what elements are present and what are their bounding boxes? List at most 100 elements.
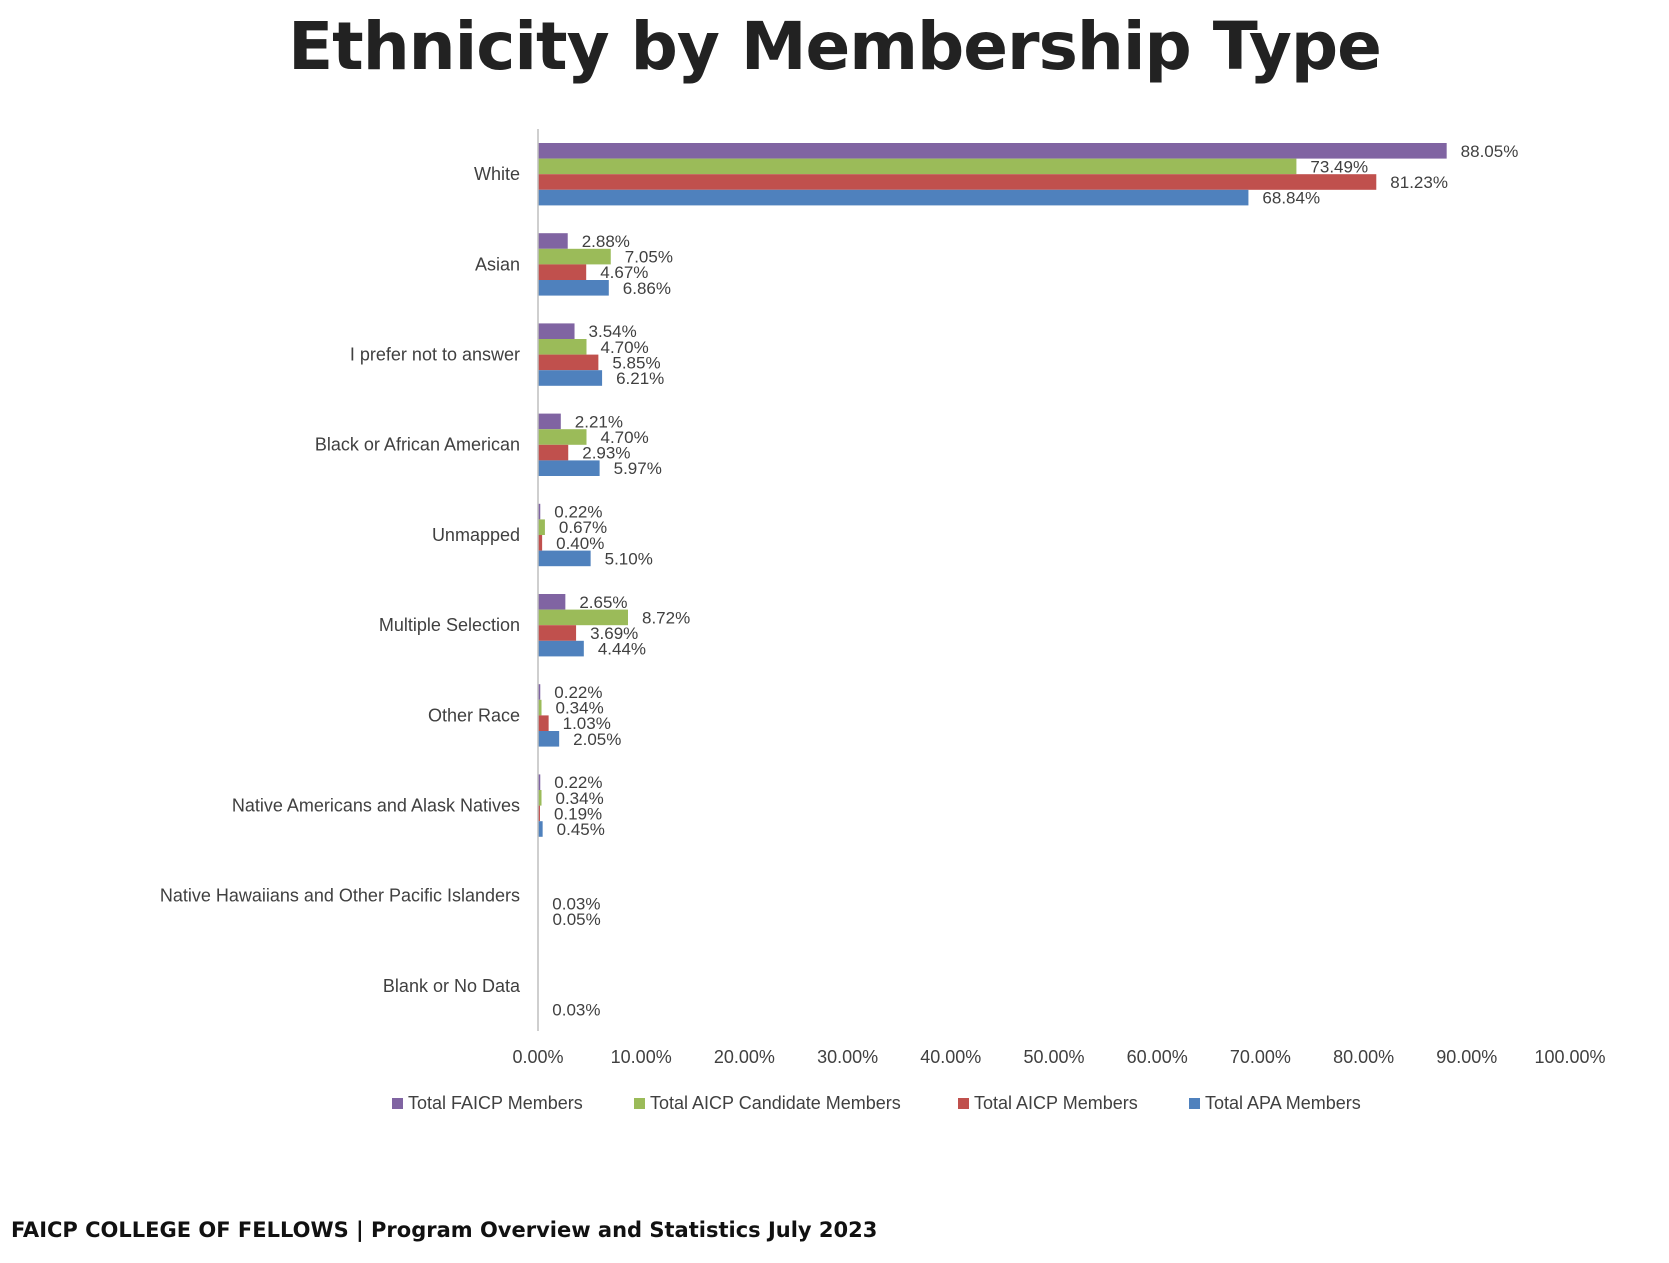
data-label: 0.22% bbox=[554, 683, 602, 702]
bar bbox=[538, 805, 540, 822]
bar bbox=[538, 339, 587, 355]
x-tick-label: 90.00% bbox=[1436, 1047, 1497, 1067]
x-tick-label: 50.00% bbox=[1023, 1047, 1084, 1067]
data-label: 68.84% bbox=[1262, 189, 1320, 208]
data-label: 0.40% bbox=[556, 534, 604, 553]
category-label: Asian bbox=[475, 254, 520, 274]
legend: Total FAICP Members Total AICP Candidate … bbox=[392, 1093, 1361, 1113]
bar bbox=[538, 248, 611, 265]
bar bbox=[538, 280, 609, 296]
category-label: Native Hawaiians and Other Pacific Islan… bbox=[160, 886, 520, 906]
data-label: 73.49% bbox=[1310, 157, 1368, 176]
data-label: 4.70% bbox=[601, 338, 649, 357]
category-labels: White Asian I prefer not to answer Black or… bbox=[160, 164, 521, 996]
legend-label: Total AICP Candidate Members bbox=[650, 1093, 901, 1113]
bar bbox=[538, 413, 561, 430]
x-tick-label: 80.00% bbox=[1333, 1047, 1394, 1067]
data-label: 88.05% bbox=[1461, 142, 1519, 161]
x-tick-label: 30.00% bbox=[817, 1047, 878, 1067]
data-label: 4.70% bbox=[601, 428, 649, 447]
data-label: 8.72% bbox=[642, 608, 690, 627]
data-label: 2.88% bbox=[582, 232, 630, 251]
bar bbox=[538, 143, 1447, 159]
category-label: Multiple Selection bbox=[379, 615, 520, 635]
legend-item: Total AICP Candidate Members bbox=[634, 1093, 901, 1113]
data-label: 4.44% bbox=[598, 640, 646, 659]
x-tick-label: 20.00% bbox=[714, 1047, 775, 1067]
data-label: 2.05% bbox=[573, 730, 621, 749]
data-label: 7.05% bbox=[625, 248, 673, 267]
chart-title: Ethnicity by Membership Type bbox=[288, 8, 1382, 85]
bar bbox=[538, 609, 628, 626]
bar bbox=[538, 684, 541, 700]
bar bbox=[538, 774, 541, 790]
category-label: White bbox=[474, 164, 520, 184]
category-label: Unmapped bbox=[432, 525, 520, 545]
data-label: 4.67% bbox=[600, 263, 648, 282]
legend-swatch bbox=[1189, 1098, 1200, 1109]
data-label: 5.85% bbox=[612, 353, 660, 372]
data-label: 2.65% bbox=[579, 593, 627, 612]
category-label: I prefer not to answer bbox=[350, 345, 520, 365]
data-label: 5.10% bbox=[605, 549, 653, 568]
x-tick-label: 0.00% bbox=[512, 1047, 563, 1067]
data-label: 81.23% bbox=[1390, 173, 1448, 192]
data-label: 0.03% bbox=[552, 895, 600, 914]
x-tick-label: 60.00% bbox=[1127, 1047, 1188, 1067]
x-tick-label: 10.00% bbox=[611, 1047, 672, 1067]
legend-item: Total FAICP Members bbox=[392, 1093, 583, 1113]
bar bbox=[538, 699, 542, 716]
category-label: Black or African American bbox=[315, 435, 520, 455]
data-label: 2.21% bbox=[575, 412, 623, 431]
bar bbox=[538, 594, 566, 610]
bar bbox=[538, 444, 569, 461]
category-label: Native Americans and Alask Natives bbox=[232, 796, 520, 816]
data-label: 2.93% bbox=[582, 444, 630, 463]
bar bbox=[538, 503, 541, 520]
data-label: 0.22% bbox=[554, 773, 602, 792]
bar bbox=[538, 790, 542, 806]
legend-label: Total APA Members bbox=[1205, 1093, 1361, 1113]
bar bbox=[538, 370, 603, 386]
legend-swatch bbox=[958, 1098, 969, 1109]
data-label: 0.05% bbox=[553, 910, 601, 929]
data-labels: 88.05% 73.49% 81.23% 68.84% 2.88%7.05%4.67% 6… bbox=[552, 142, 1518, 1020]
bar bbox=[538, 429, 587, 445]
bar bbox=[538, 640, 584, 657]
data-label: 0.45% bbox=[557, 820, 605, 839]
x-tick-label: 70.00% bbox=[1230, 1047, 1291, 1067]
bar bbox=[538, 535, 543, 551]
x-tick-label: 100.00% bbox=[1534, 1047, 1605, 1067]
category-label: Other Race bbox=[428, 705, 520, 725]
legend-item: Total APA Members bbox=[1189, 1093, 1361, 1113]
bar bbox=[538, 174, 1377, 190]
data-label: 3.69% bbox=[590, 624, 638, 643]
data-label: 3.54% bbox=[589, 322, 637, 341]
data-label: 0.34% bbox=[556, 699, 604, 718]
bar bbox=[538, 550, 591, 567]
data-label: 0.22% bbox=[554, 503, 602, 522]
x-tick-label: 40.00% bbox=[920, 1047, 981, 1067]
data-label: 0.34% bbox=[556, 789, 604, 808]
legend-item: Total AICP Members bbox=[958, 1093, 1138, 1113]
bar bbox=[538, 158, 1297, 175]
bar bbox=[538, 354, 599, 371]
bar bbox=[538, 625, 577, 641]
legend-label: Total FAICP Members bbox=[408, 1093, 583, 1113]
bar bbox=[538, 189, 1249, 206]
data-label: 1.03% bbox=[563, 714, 611, 733]
x-tick-labels: 0.00% 10.00% 20.00% 30.00% 40.00% 50.00% 60.00… bbox=[512, 1047, 1605, 1067]
bar bbox=[538, 323, 575, 339]
data-label: 6.21% bbox=[616, 369, 664, 388]
bar bbox=[538, 731, 560, 747]
page-footer: FAICP COLLEGE OF FELLOWS | Program Overv… bbox=[11, 1218, 878, 1242]
data-label: 0.19% bbox=[554, 804, 602, 823]
bar bbox=[538, 264, 587, 280]
bar bbox=[538, 715, 549, 731]
bar bbox=[538, 519, 545, 535]
bar bbox=[538, 821, 543, 837]
data-label: 5.97% bbox=[614, 459, 662, 478]
legend-swatch bbox=[392, 1098, 403, 1109]
legend-label: Total AICP Members bbox=[974, 1093, 1138, 1113]
